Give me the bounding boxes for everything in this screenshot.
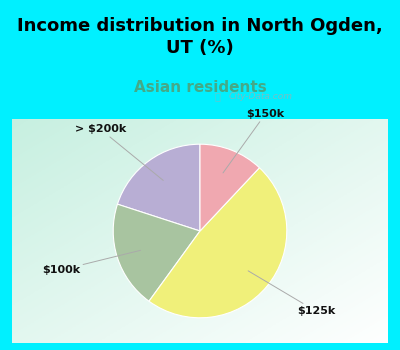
Text: $100k: $100k: [42, 250, 140, 275]
Text: $150k: $150k: [223, 109, 284, 173]
Text: > $200k: > $200k: [75, 124, 163, 181]
Text: ⓘ: ⓘ: [214, 91, 220, 102]
Text: $125k: $125k: [248, 271, 335, 316]
Wedge shape: [200, 144, 260, 231]
Text: Income distribution in North Ogden,
UT (%): Income distribution in North Ogden, UT (…: [17, 17, 383, 57]
Wedge shape: [113, 204, 200, 301]
Text: City-Data.com: City-Data.com: [229, 92, 293, 101]
Text: Asian residents: Asian residents: [134, 80, 266, 95]
Wedge shape: [149, 168, 287, 318]
Wedge shape: [118, 144, 200, 231]
